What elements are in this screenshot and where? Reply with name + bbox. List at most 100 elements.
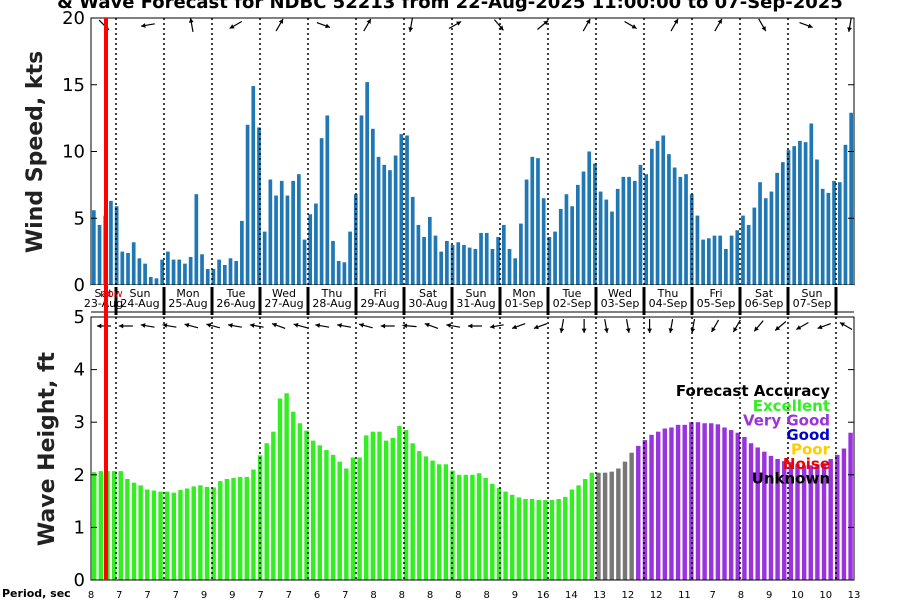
- wave-bar: [835, 454, 840, 580]
- wind-bar: [496, 236, 500, 285]
- legend-entry: Excellent: [753, 397, 830, 415]
- wave-bar: [629, 452, 634, 580]
- wind-bar: [530, 156, 535, 285]
- wind-bar: [604, 199, 609, 285]
- wave-bar: [735, 432, 740, 580]
- wind-bar: [769, 191, 774, 285]
- wave-bar: [675, 424, 681, 580]
- wave-bar: [184, 488, 190, 580]
- wind-bar: [815, 159, 819, 285]
- wind-bar: [251, 86, 256, 285]
- wave-bar: [616, 468, 621, 580]
- direction-arrow: [229, 20, 243, 30]
- wave-bar: [768, 455, 774, 580]
- direction-arrow: [275, 18, 284, 32]
- wave-bar: [271, 431, 276, 580]
- wind-bar: [348, 231, 352, 285]
- wave-bar: [709, 423, 714, 580]
- wind-bar: [188, 256, 193, 285]
- wave-bar: [503, 491, 508, 580]
- direction-arrow: [408, 18, 414, 32]
- wind-bar: [661, 135, 666, 285]
- direction-arrow: [690, 319, 696, 333]
- wave-bar: [251, 469, 256, 580]
- wave-bar: [191, 486, 196, 580]
- direction-arrow: [140, 23, 155, 28]
- wind-bar: [484, 232, 489, 285]
- wind-bar: [809, 123, 814, 285]
- direction-arrow: [625, 319, 631, 333]
- wave-bar: [582, 479, 588, 580]
- wave-bar: [642, 440, 648, 580]
- legend-entry: Noise: [783, 455, 830, 473]
- direction-arrow: [162, 323, 177, 328]
- wind-bar: [593, 163, 597, 285]
- direction-arrow: [537, 20, 549, 30]
- wave-bar: [350, 457, 356, 580]
- wind-bar: [672, 167, 677, 285]
- wind-bar: [427, 216, 432, 285]
- wave-bar: [131, 482, 137, 580]
- wind-bar: [200, 254, 204, 285]
- wave-bar: [178, 490, 183, 580]
- day-of-week-label: Tue: [226, 287, 246, 300]
- wind-bar: [416, 224, 421, 285]
- date-label: 29-Aug: [360, 297, 399, 310]
- wind-bar: [166, 251, 170, 286]
- wind-bar: [786, 150, 791, 285]
- date-label: 26-Aug: [216, 297, 255, 310]
- period-value: 14: [565, 590, 578, 600]
- wave-bar: [801, 465, 807, 580]
- direction-arrow: [424, 322, 439, 329]
- direction-arrow: [839, 321, 853, 331]
- wave-bar: [682, 424, 687, 580]
- wind-bar: [741, 215, 745, 285]
- wave-bar: [702, 423, 707, 580]
- wind-bar: [536, 158, 540, 285]
- wave-bar: [111, 471, 117, 580]
- wind-bar: [279, 180, 284, 285]
- wind-bar: [462, 244, 466, 285]
- day-of-week-label: Sun: [466, 287, 487, 300]
- wave-bar: [317, 445, 323, 580]
- day-of-week-label: Fri: [373, 287, 386, 300]
- wind-bar: [296, 174, 301, 285]
- wave-bar: [125, 479, 130, 580]
- wind-bar: [843, 144, 848, 285]
- day-of-week-label: Thu: [657, 287, 679, 300]
- period-value: 8: [88, 590, 94, 600]
- wave-bar: [450, 470, 455, 580]
- wave-bar: [662, 428, 668, 580]
- wind-bar: [621, 176, 626, 285]
- legend-entry: Very Good: [743, 412, 830, 430]
- direction-arrow: [337, 323, 352, 328]
- date-label: 30-Aug: [408, 297, 447, 310]
- wave-bar: [516, 497, 522, 580]
- day-of-week-label: Sat: [94, 287, 113, 300]
- wind-bar: [655, 140, 660, 285]
- wind-bar: [678, 176, 683, 285]
- wave-bar: [417, 451, 422, 580]
- date-label: 31-Aug: [456, 297, 495, 310]
- wind-bar: [439, 251, 444, 286]
- wind-bar: [393, 155, 398, 285]
- wave-bar: [118, 471, 123, 580]
- wind-bar: [336, 260, 341, 285]
- now-label: now: [100, 287, 123, 300]
- y-tick-label: 10: [62, 142, 85, 163]
- wind-bar: [422, 236, 426, 285]
- wind-bar: [274, 195, 278, 285]
- wind-bar: [524, 179, 529, 285]
- wind-bar: [114, 206, 119, 285]
- wind-bar: [342, 262, 347, 285]
- wind-bar: [308, 214, 313, 285]
- period-value: 7: [710, 590, 716, 600]
- wave-bar: [563, 496, 568, 580]
- wave-bar: [669, 427, 674, 580]
- date-label: 25-Aug: [168, 297, 207, 310]
- wave-panel: 0 1 2 3 4 5 Wave Height, ft Forecast Accuracy…: [35, 307, 855, 591]
- wave-bar: [164, 491, 170, 580]
- wave-bar: [443, 464, 449, 580]
